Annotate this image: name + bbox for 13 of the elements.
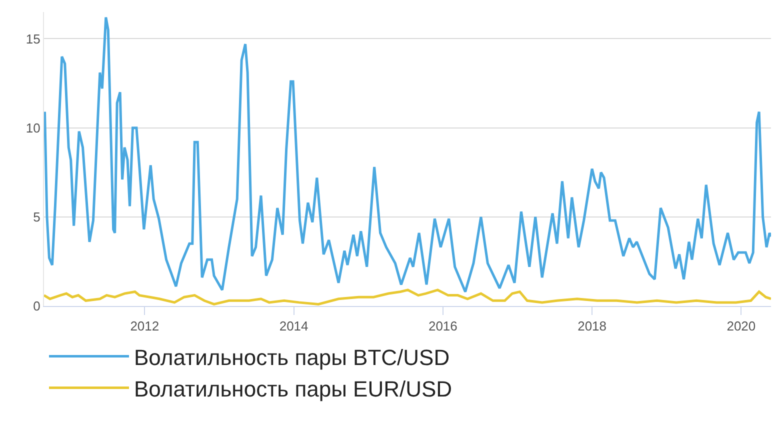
x-tick-label: 2016 <box>428 318 458 334</box>
legend-label: Волатильность пары BTC/USD <box>134 344 450 370</box>
y-tick-label: 10 <box>26 120 40 136</box>
x-tick-label: 2012 <box>130 318 160 334</box>
y-tick-label: 5 <box>33 209 40 224</box>
y-tick-label: 15 <box>26 31 40 46</box>
legend-label: Волатильность пары EUR/USD <box>134 376 452 402</box>
x-tick-label: 2018 <box>578 318 607 334</box>
line-series <box>44 16 771 293</box>
x-tick-label: 2014 <box>279 318 308 334</box>
line-series <box>44 288 771 306</box>
x-tick-label: 2020 <box>726 318 756 334</box>
y-tick-label: 0 <box>33 298 40 314</box>
